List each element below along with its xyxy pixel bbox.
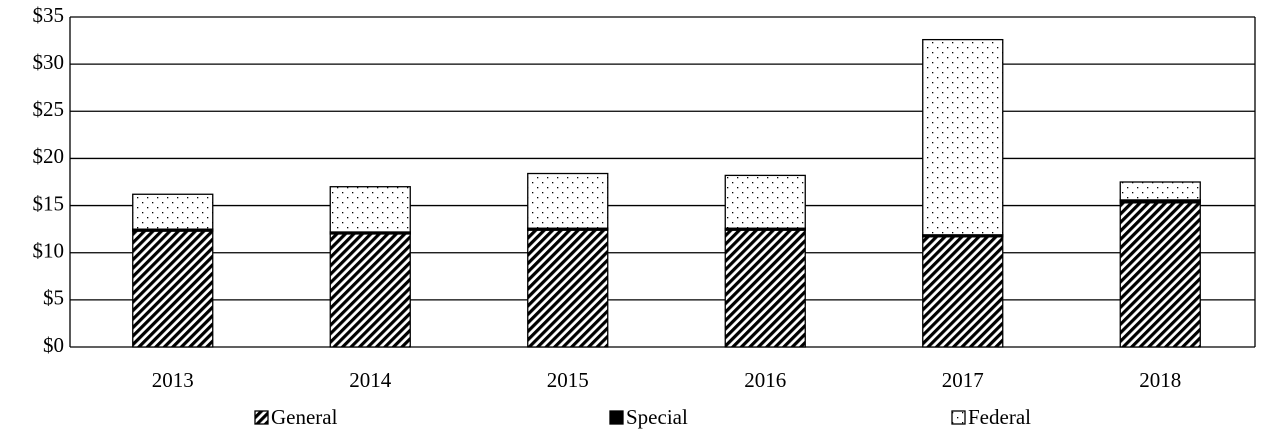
bar-segment [527,229,609,348]
y-tick-label: $30 [33,50,65,74]
y-tick-label: $10 [33,239,65,263]
bar-segment [527,172,609,229]
legend-label: Federal [968,405,1031,429]
x-tick-label: 2016 [744,368,786,392]
legend-swatch [609,410,624,425]
y-tick-label: $35 [33,3,65,27]
x-tick-label: 2013 [152,368,194,392]
x-tick-label: 2018 [1139,368,1181,392]
bar-segment [724,174,806,229]
x-tick-label: 2014 [349,368,392,392]
bar-segment [329,233,411,348]
x-tick-label: 2017 [942,368,984,392]
y-tick-label: $20 [33,144,65,168]
legend-swatch [254,410,269,425]
x-tick-label: 2015 [547,368,589,392]
legend-label: Special [626,405,688,429]
bar-segment [922,236,1004,348]
y-tick-label: $15 [33,191,65,215]
bar-segment [922,38,1004,236]
bar-segment [329,186,411,233]
bar-segment [724,229,806,348]
bar-segment [1119,181,1201,201]
y-tick-label: $0 [43,333,64,357]
bar-segment [132,230,214,348]
bar-segment [1119,202,1201,348]
y-tick-label: $5 [43,286,64,310]
legend-swatch [951,410,966,425]
y-tick-label: $25 [33,97,65,121]
legend-label: General [271,405,338,429]
bar-segment [132,193,214,230]
